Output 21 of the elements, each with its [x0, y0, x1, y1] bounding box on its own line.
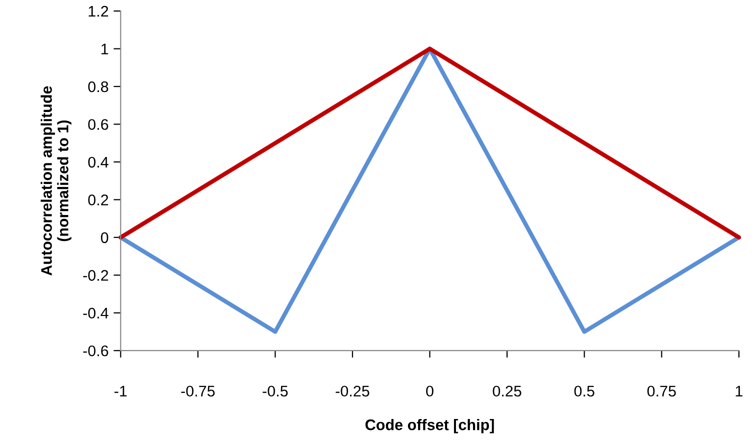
y-tick-label: 0.4: [88, 156, 108, 168]
x-tick-label: -0.25: [336, 386, 370, 397]
x-tick-label: -1: [114, 386, 127, 396]
y-tick-label: 0.2: [88, 194, 108, 206]
y-tick-label: 0.6: [88, 119, 108, 130]
y-tick-label: -0.6: [83, 345, 108, 356]
x-tick-label: 0.25: [492, 386, 522, 397]
x-tick-label: -0.5: [262, 386, 288, 397]
x-tick-label: 0.75: [647, 386, 676, 397]
x-tick-label: 1: [736, 386, 742, 396]
y-tick-label: -0.2: [83, 270, 108, 281]
x-axis-title: Code offset [chip]: [365, 419, 494, 434]
y-tick-label: 1.2: [88, 6, 108, 17]
x-tick-label: 0.5: [574, 386, 594, 397]
y-tick-label: 1: [102, 44, 108, 54]
x-tick-label: -0.75: [181, 386, 215, 397]
y-tick-label: 0: [100, 232, 108, 244]
y-tick-label: -0.4: [83, 308, 108, 319]
y-tick-label: 0.8: [88, 81, 108, 92]
y-axis-title: Autocorrelation amplitude (normalized to 1): [40, 86, 72, 276]
x-tick-label: 0: [426, 386, 434, 397]
